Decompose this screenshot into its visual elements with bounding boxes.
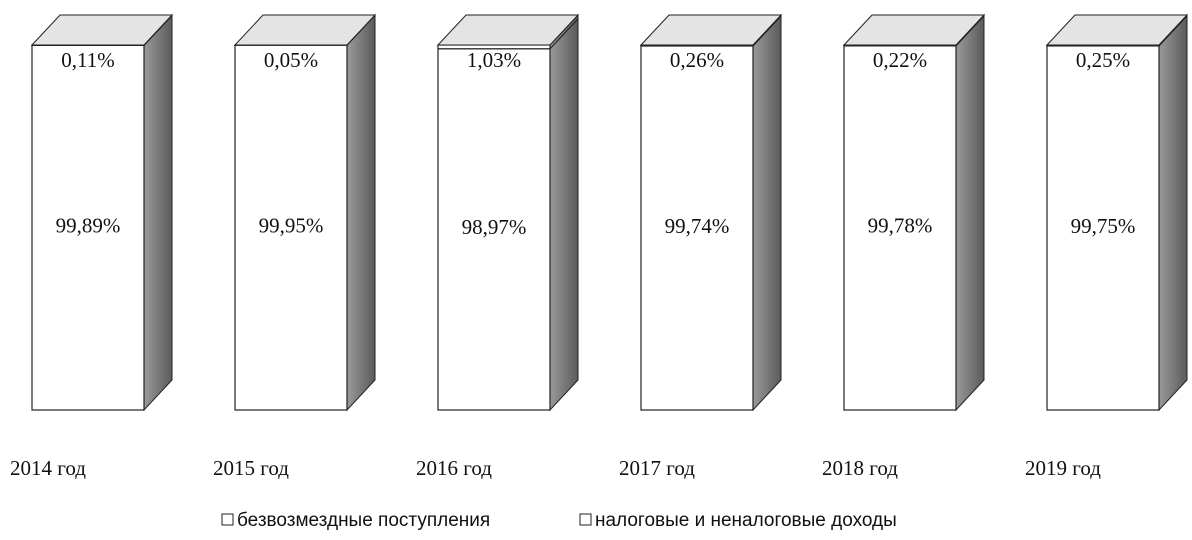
bar-side (549, 17, 579, 412)
bar-side (752, 14, 782, 412)
bar-side (143, 14, 173, 412)
x-tick-label: 2018 год (822, 456, 898, 480)
bar (640, 45, 754, 411)
value-label: 99,95% (259, 213, 324, 237)
value-label: 99,78% (868, 214, 933, 238)
value-label: 0,05% (264, 48, 318, 72)
bar-side (346, 13, 376, 412)
value-label: 0,22% (873, 48, 927, 72)
value-label: 0,11% (61, 48, 114, 72)
bar (234, 44, 348, 411)
x-tick-label: 2016 год (416, 456, 492, 480)
legend-text: безвозмездные поступления (237, 510, 490, 531)
value-label: 99,75% (1071, 214, 1136, 238)
bar (843, 45, 957, 411)
value-label: 0,26% (670, 48, 724, 72)
value-label: 1,03% (467, 48, 521, 72)
bar-top (639, 14, 783, 46)
legend-swatch (221, 513, 234, 526)
x-tick-label: 2019 год (1025, 456, 1101, 480)
value-label: 98,97% (462, 215, 527, 239)
value-label: 99,89% (56, 214, 121, 238)
bar-side (955, 14, 985, 412)
x-tick-label: 2014 год (10, 456, 86, 480)
legend-swatch (579, 513, 592, 526)
bar-top (436, 14, 580, 46)
x-tick-label: 2015 год (213, 456, 289, 480)
value-label: 99,74% (665, 214, 730, 238)
bar-top (233, 14, 377, 46)
value-label: 0,25% (1076, 48, 1130, 72)
bar (1046, 45, 1160, 411)
bar-side (1158, 14, 1188, 412)
bar (31, 44, 145, 411)
bar-top (30, 14, 174, 46)
bar-top (842, 14, 986, 46)
bar (437, 48, 551, 411)
legend-text: налоговые и неналоговые доходы (595, 510, 897, 531)
bar-top (1045, 14, 1189, 46)
x-tick-label: 2017 год (619, 456, 695, 480)
